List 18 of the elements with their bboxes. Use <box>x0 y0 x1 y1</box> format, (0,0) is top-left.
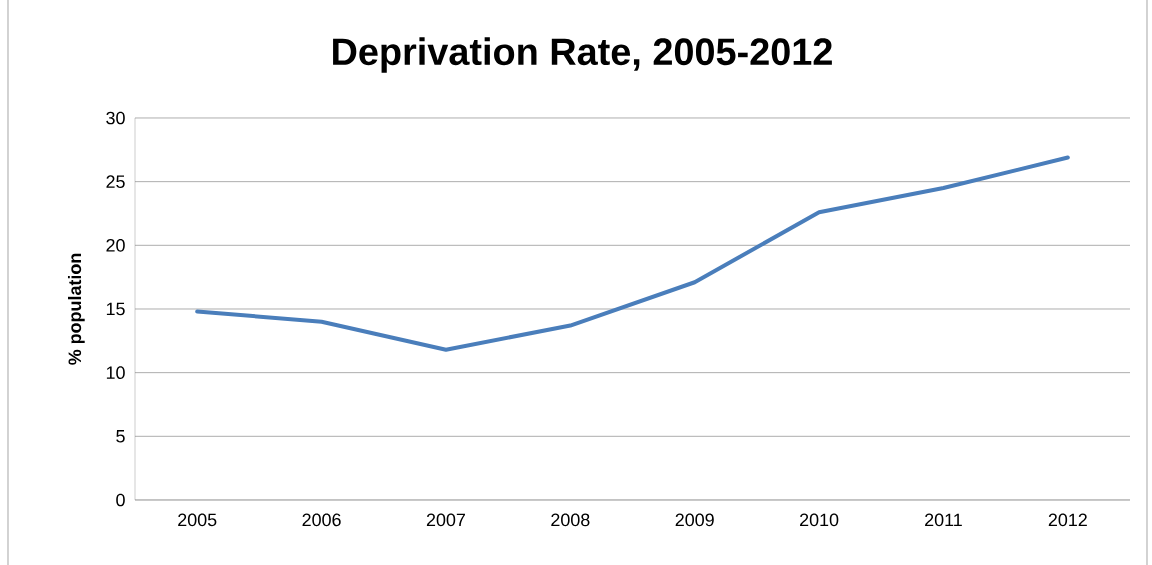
y-tick-label: 0 <box>116 493 125 507</box>
y-axis-title: % population <box>67 253 85 365</box>
y-tick-label: 25 <box>106 175 125 188</box>
line-series <box>195 155 1070 352</box>
x-tick-label: 2007 <box>426 513 465 527</box>
y-tick-label: 30 <box>106 111 125 125</box>
x-tick-label: 2012 <box>1048 513 1087 527</box>
x-tick-label: 2009 <box>675 513 714 527</box>
x-tick-label: 2005 <box>178 513 217 527</box>
x-tick-label: 2011 <box>925 513 962 527</box>
chart-title: Deprivation Rate, 2005-2012 <box>333 37 832 73</box>
x-tick-label: 2006 <box>302 513 341 527</box>
y-tick-label: 20 <box>106 238 125 252</box>
x-tick-label: 2010 <box>800 513 839 527</box>
y-tick-label: 5 <box>116 430 125 443</box>
y-tick-label: 15 <box>106 302 125 316</box>
y-tick-label: 10 <box>106 366 125 379</box>
x-tick-label: 2008 <box>551 513 590 527</box>
